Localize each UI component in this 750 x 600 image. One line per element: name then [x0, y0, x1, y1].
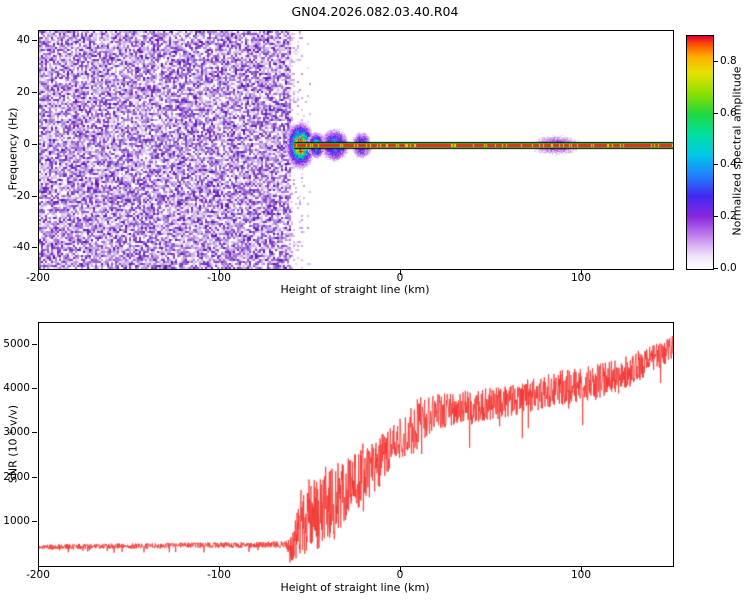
figure-title: GN04.2026.082.03.40.R04: [291, 4, 459, 19]
spectrogram-xtick-label: 0: [396, 272, 404, 284]
colorbar-tick-label: 0.6: [720, 107, 737, 119]
colorbar-tick-label: 0.2: [720, 210, 737, 222]
spectrogram-xtick-label: -100: [207, 272, 231, 284]
snr-ytick-label: 3000: [3, 426, 30, 438]
snr-xtick-label: -200: [26, 569, 50, 581]
spectrogram-xtick: [38, 270, 39, 275]
snr-xtick-label: 0: [396, 569, 404, 581]
snr-ytick-label: 4000: [3, 382, 30, 394]
colorbar-tick: [714, 164, 718, 165]
spectrogram-ytick-label: 0: [23, 138, 30, 150]
colorbar: [686, 35, 714, 270]
snr-ytick: [32, 521, 37, 522]
spectrogram-plot-area: [38, 30, 674, 270]
spectrogram-ytick-label: 20: [16, 86, 30, 98]
colorbar-tick: [714, 216, 718, 217]
snr-canvas: [39, 323, 673, 566]
colorbar-tick: [714, 268, 718, 269]
spectrogram-ytick-label: 40: [16, 34, 30, 46]
spectrogram-ytick-label: -40: [12, 241, 30, 253]
snr-ytick: [32, 432, 37, 433]
colorbar-tick: [714, 61, 718, 62]
spectrogram-ytick: [32, 196, 37, 197]
snr-xtick: [219, 567, 220, 572]
snr-ytick-label: 1000: [3, 515, 30, 527]
snr-ytick: [32, 388, 37, 389]
snr-xtick: [400, 567, 401, 572]
spectrogram-xtick-label: -200: [26, 272, 50, 284]
spectrogram-ytick-label: -20: [12, 190, 30, 202]
colorbar-tick: [714, 113, 718, 114]
spectrogram-canvas: [39, 31, 673, 269]
spectrogram-ytick: [32, 144, 37, 145]
colorbar-canvas: [687, 36, 713, 269]
snr-ytick: [32, 344, 37, 345]
colorbar-tick-label: 0.4: [720, 158, 737, 170]
snr-xtick-label: 100: [570, 569, 592, 581]
snr-xtick: [38, 567, 39, 572]
spectrogram-ytick: [32, 92, 37, 93]
spectrogram-xtick-label: 100: [570, 272, 592, 284]
snr-ytick-label: 2000: [3, 471, 30, 483]
spectrogram-xtick: [400, 270, 401, 275]
snr-ytick: [32, 477, 37, 478]
snr-ytick-label: 5000: [3, 338, 30, 350]
snr-xtick: [581, 567, 582, 572]
spectrogram-x-axis-label: Height of straight line (km): [280, 283, 430, 296]
snr-x-axis-label: Height of straight line (km): [280, 581, 430, 594]
spectrogram-ytick: [32, 247, 37, 248]
spectrogram-xtick: [581, 270, 582, 275]
spectrogram-ytick: [32, 40, 37, 41]
snr-plot-area: [38, 322, 674, 567]
snr-xtick-label: -100: [207, 569, 231, 581]
spectrogram-xtick: [219, 270, 220, 275]
colorbar-tick-label: 0.0: [720, 262, 737, 274]
colorbar-tick-label: 0.8: [720, 55, 737, 67]
